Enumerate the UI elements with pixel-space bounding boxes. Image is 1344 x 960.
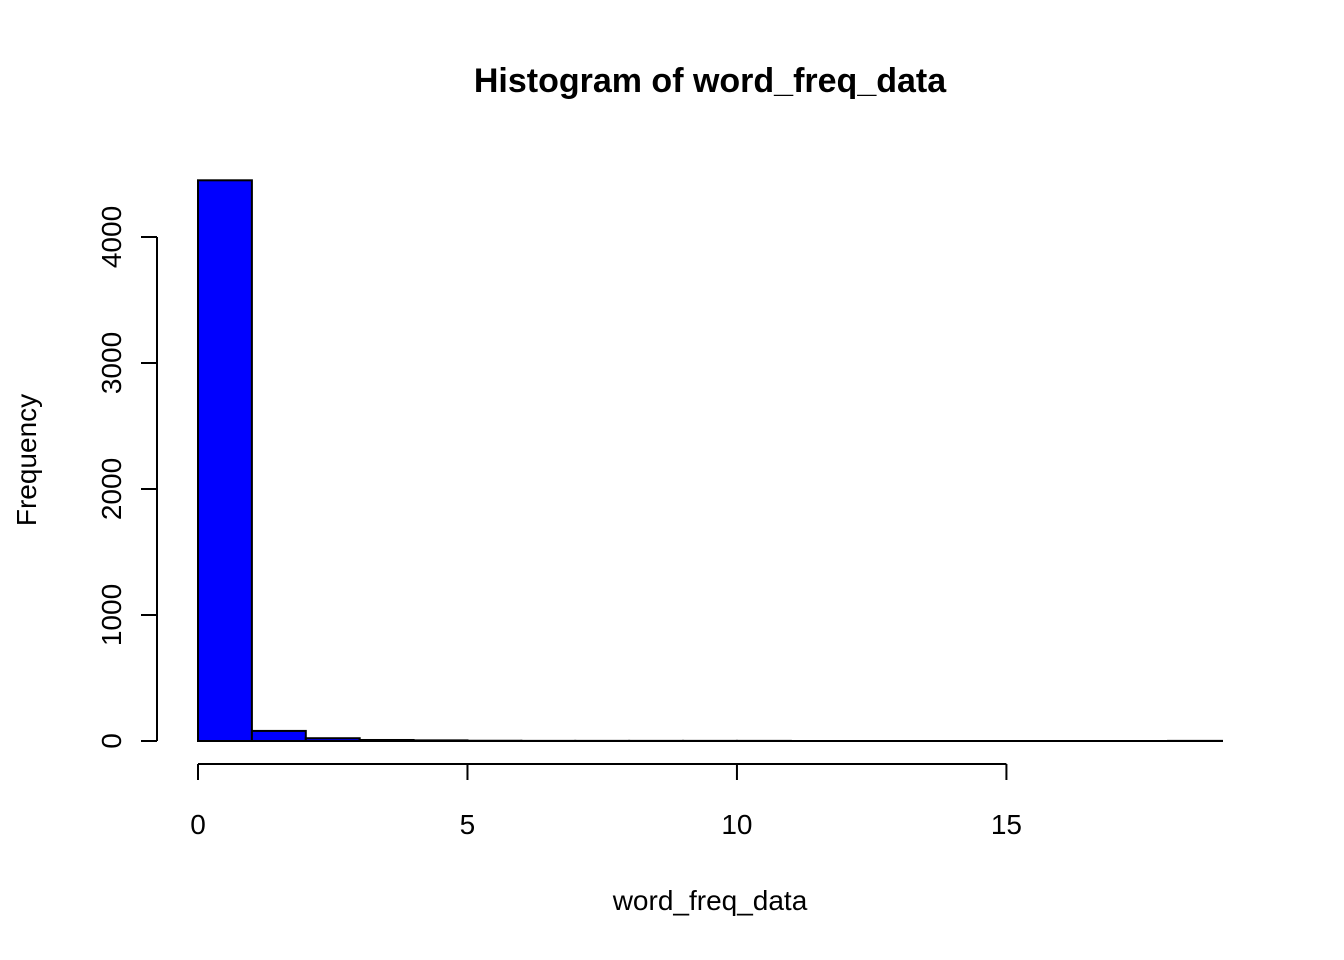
y-tick-label: 2000 bbox=[96, 458, 127, 520]
y-axis-label: Frequency bbox=[11, 394, 42, 526]
x-tick-label: 0 bbox=[190, 809, 206, 840]
x-axis: 0 5 10 15 bbox=[190, 740, 1222, 840]
y-tick-label: 1000 bbox=[96, 584, 127, 646]
x-tick-label: 5 bbox=[460, 809, 476, 840]
y-tick-label: 3000 bbox=[96, 332, 127, 394]
histogram-bar-1 bbox=[250, 729, 307, 742]
x-axis-label: word_freq_data bbox=[612, 885, 808, 916]
x-tick-label: 15 bbox=[991, 809, 1022, 840]
y-axis: 0 1000 2000 3000 4000 bbox=[96, 206, 158, 749]
y-tick-label: 0 bbox=[96, 733, 127, 749]
chart-title: Histogram of word_freq_data bbox=[474, 62, 947, 100]
y-tick-label: 4000 bbox=[96, 206, 127, 268]
histogram-bar-0 bbox=[197, 179, 253, 743]
histogram-bars bbox=[197, 179, 1223, 743]
x-tick-label: 10 bbox=[721, 809, 752, 840]
